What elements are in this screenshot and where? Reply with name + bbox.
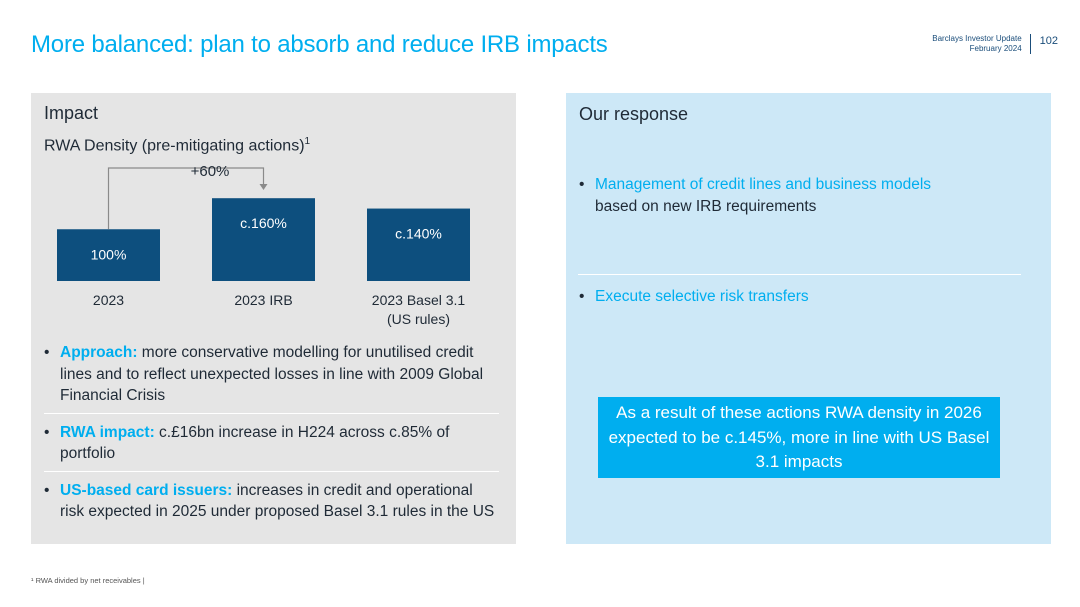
annotation-label: +60% bbox=[191, 163, 230, 180]
category-label: 2023 Basel 3.1 bbox=[372, 292, 466, 308]
chart-title-text: RWA Density (pre-mitigating actions) bbox=[44, 137, 305, 155]
bullet-keyword: US-based card issuers: bbox=[60, 481, 233, 499]
bullet-text: more conservative modelling for unutilis… bbox=[60, 344, 484, 404]
bullet-text: c.£16bn increase in H224 across c.85% of… bbox=[60, 423, 450, 463]
bullet-us-card-issuers: US-based card issuers: increases in cred… bbox=[44, 480, 499, 523]
page-number: 102 bbox=[1039, 35, 1058, 47]
response-heading: Our response bbox=[579, 104, 689, 124]
category-label: 2023 bbox=[93, 292, 124, 308]
bar-value-label: c.160% bbox=[240, 215, 287, 231]
response-bullet-risk-transfers: Execute selective risk transfers bbox=[579, 286, 939, 308]
response-text: based on new IRB requirements bbox=[595, 197, 817, 215]
page-title: More balanced: plan to absorb and reduce… bbox=[31, 31, 608, 58]
bullet-text: increases in credit and operational risk… bbox=[60, 481, 495, 521]
impact-heading: Impact bbox=[44, 103, 99, 123]
result-callout: As a result of these actions RWA density… bbox=[598, 397, 1000, 478]
footnote-mark: 1 bbox=[304, 136, 311, 147]
footnote: ¹ RWA divided by net receivables | bbox=[31, 576, 145, 585]
chart-title: RWA Density (pre-mitigating actions)1 bbox=[44, 136, 310, 155]
response-highlight: Execute selective risk transfers bbox=[595, 288, 809, 305]
bar-value-label: c.140% bbox=[395, 226, 442, 242]
divider bbox=[44, 470, 499, 472]
bar bbox=[367, 208, 470, 281]
category-label: (US rules) bbox=[387, 311, 450, 327]
bullet-rwa-impact: RWA impact: c.£16bn increase in H224 acr… bbox=[44, 422, 499, 465]
category-label: 2023 IRB bbox=[234, 292, 292, 308]
bullet-approach: Approach: more conservative modelling fo… bbox=[44, 342, 499, 407]
header-meta-block: Barclays Investor Update February 2024 1… bbox=[932, 34, 1058, 54]
bar-value-label: 100% bbox=[91, 246, 127, 262]
impact-bullets: Approach: more conservative modelling fo… bbox=[44, 342, 499, 523]
response-highlight: Management of credit lines and business … bbox=[595, 176, 932, 193]
company-name: Barclays Investor Update bbox=[932, 34, 1022, 43]
bullet-keyword: Approach: bbox=[60, 344, 138, 361]
divider bbox=[44, 412, 499, 414]
divider bbox=[578, 274, 1021, 275]
header-meta: Barclays Investor Update February 2024 bbox=[932, 34, 1031, 54]
bullet-keyword: RWA impact: bbox=[60, 423, 155, 441]
annotation-arrowhead bbox=[259, 184, 268, 190]
bar bbox=[57, 229, 160, 281]
presentation-date: February 2024 bbox=[969, 44, 1022, 53]
response-bullet-credit-lines: Management of credit lines and business … bbox=[579, 174, 939, 217]
bar bbox=[212, 198, 315, 281]
annotation-connector bbox=[107, 167, 265, 230]
